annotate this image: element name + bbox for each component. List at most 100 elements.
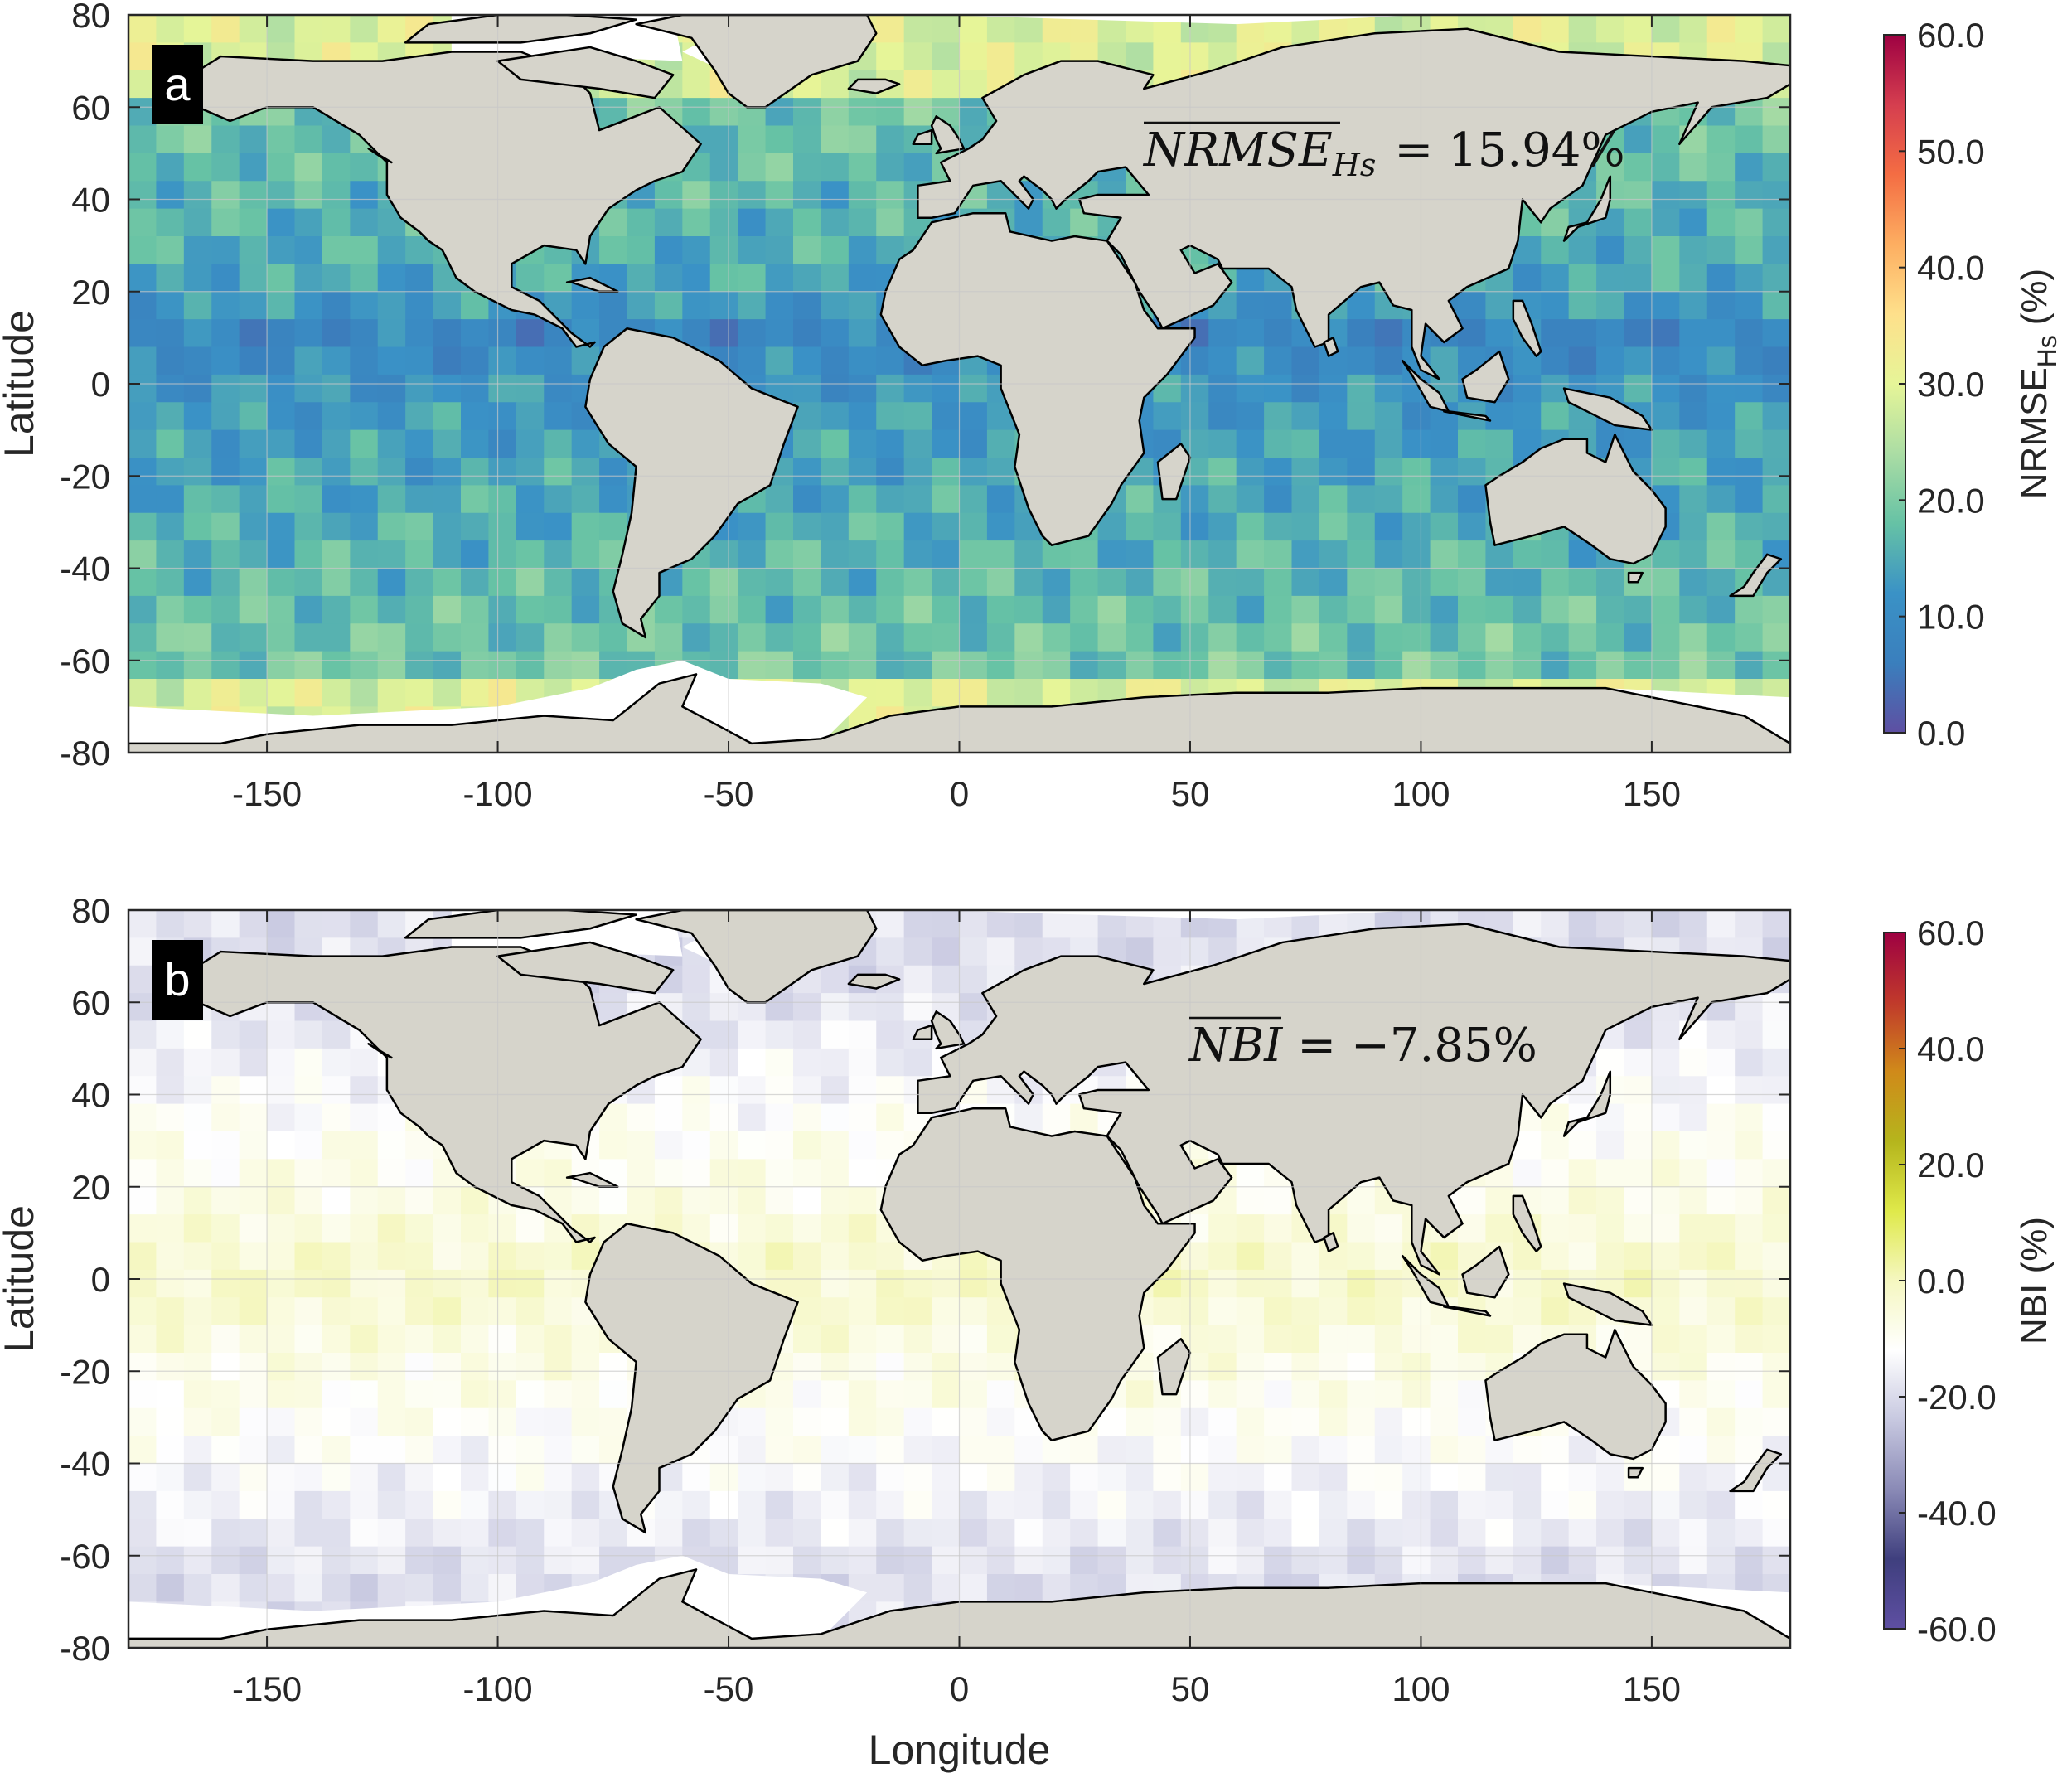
field-cell	[183, 1325, 213, 1354]
field-cell	[183, 429, 213, 458]
field-cell	[350, 15, 379, 44]
field-cell	[1568, 651, 1598, 680]
field-cell	[1541, 291, 1570, 321]
land-mass	[1627, 1466, 1644, 1479]
field-cell	[1735, 485, 1764, 514]
field-cell	[239, 1297, 269, 1326]
field-cell	[405, 568, 434, 597]
field-cell	[183, 910, 213, 939]
field-cell	[1402, 651, 1431, 680]
field-cell	[1264, 512, 1293, 542]
field-cell	[1735, 1325, 1764, 1354]
field-cell	[738, 1519, 767, 1548]
field-cell	[1319, 374, 1348, 404]
field-cell	[156, 1269, 185, 1299]
field-cell	[350, 1214, 379, 1243]
field-cell	[793, 1048, 822, 1078]
field-cell	[1651, 595, 1681, 625]
field-cell	[1679, 651, 1708, 680]
field-cell	[1291, 1269, 1320, 1299]
field-cell	[516, 1159, 545, 1188]
field-cell	[1541, 264, 1570, 293]
field-cell	[461, 1214, 490, 1243]
field-cell	[1319, 512, 1348, 542]
field-cell	[571, 458, 601, 487]
field-cell	[709, 98, 739, 127]
field-cell	[876, 458, 905, 487]
field-cell	[544, 595, 573, 625]
field-cell	[1679, 1325, 1708, 1354]
field-cell	[1679, 512, 1708, 542]
field-cell	[1126, 485, 1155, 514]
colorbar-tick-label: 40.0	[1917, 249, 1985, 288]
field-cell	[239, 1519, 269, 1548]
field-cell	[1180, 623, 1210, 652]
field-cell	[738, 1103, 767, 1132]
field-cell	[294, 1407, 323, 1437]
field-cell	[1624, 1214, 1653, 1243]
field-cell	[294, 125, 323, 154]
field-cell	[1735, 1546, 1764, 1575]
field-cell	[461, 1463, 490, 1492]
field-cell	[793, 623, 822, 652]
field-cell	[267, 1574, 296, 1603]
field-cell	[183, 568, 213, 597]
field-cell	[932, 679, 961, 708]
field-cell	[599, 485, 628, 514]
field-cell	[1097, 540, 1126, 569]
field-cell	[377, 15, 407, 44]
field-cell	[211, 429, 240, 458]
field-cell	[1374, 568, 1404, 597]
field-cell	[350, 910, 379, 939]
field-cell	[765, 1490, 794, 1520]
field-cell	[848, 291, 878, 321]
field-cell	[1236, 512, 1266, 542]
field-cell	[1374, 512, 1404, 542]
field-cell	[239, 236, 269, 265]
field-cell	[765, 1186, 794, 1216]
field-cell	[322, 458, 351, 487]
field-cell	[1679, 1519, 1708, 1548]
field-cell	[156, 1380, 185, 1409]
field-cell	[1735, 402, 1764, 431]
field-cell	[1126, 937, 1155, 966]
field-cell	[1706, 568, 1736, 597]
field-cell	[682, 181, 711, 210]
x-axis-label: Longitude	[869, 1727, 1051, 1773]
field-cell	[544, 402, 573, 431]
field-cell	[1762, 910, 1790, 939]
field-cell	[1485, 623, 1514, 652]
field-cell	[1596, 1159, 1625, 1188]
field-cell	[1513, 568, 1542, 597]
field-cell	[322, 1436, 351, 1465]
stat-prefix: NRMSE	[1142, 124, 1333, 177]
field-cell	[294, 291, 323, 321]
field-cell	[793, 512, 822, 542]
field-cell	[156, 910, 185, 939]
field-cell	[156, 291, 185, 321]
y-tick-label: 40	[71, 1076, 110, 1115]
field-cell	[1485, 540, 1514, 569]
field-cell	[128, 1574, 157, 1603]
field-cell	[1458, 485, 1487, 514]
field-cell	[183, 346, 213, 375]
field-cell	[903, 595, 933, 625]
field-cell	[654, 1159, 684, 1188]
field-cell	[821, 458, 850, 487]
field-cell	[1347, 402, 1376, 431]
field-cell	[793, 1490, 822, 1520]
field-cell	[156, 568, 185, 597]
field-cell	[1264, 1353, 1293, 1382]
field-cell	[1568, 1186, 1598, 1216]
field-cell	[1679, 319, 1708, 348]
field-cell	[267, 512, 296, 542]
field-cell	[1706, 1214, 1736, 1243]
field-cell	[267, 1242, 296, 1271]
field-cell	[183, 1546, 213, 1575]
field-cell	[1706, 1407, 1736, 1437]
field-cell	[405, 485, 434, 514]
field-cell	[405, 264, 434, 293]
field-cell	[1180, 42, 1210, 71]
field-cell	[488, 1463, 517, 1492]
field-cell	[654, 236, 684, 265]
